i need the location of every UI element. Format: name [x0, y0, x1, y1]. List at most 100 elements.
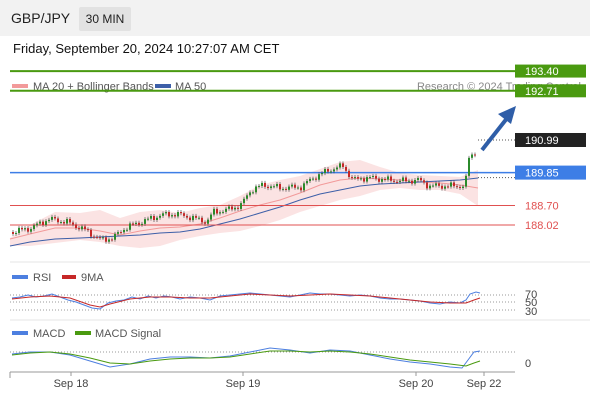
- candle-body: [39, 221, 41, 224]
- candle-body: [453, 182, 455, 187]
- candle-body: [456, 186, 458, 188]
- candle-body: [372, 175, 374, 177]
- candle-body: [15, 232, 17, 234]
- candle-body: [387, 176, 389, 180]
- candle-body: [369, 176, 371, 178]
- candle-body: [60, 222, 62, 224]
- candle-body: [471, 154, 473, 158]
- candle-body: [231, 206, 233, 210]
- candle-body: [153, 215, 155, 220]
- candle-body: [285, 188, 287, 190]
- x-tick-sep18: Sep 18: [54, 378, 89, 390]
- ma50-line: [9, 177, 479, 247]
- candle-body: [159, 215, 161, 218]
- candle-body: [360, 178, 362, 180]
- candle-body: [201, 217, 203, 223]
- x-tick-sep20: Sep 20: [399, 378, 434, 390]
- candle-body: [354, 177, 356, 179]
- candle-body: [213, 208, 215, 215]
- candle-body: [195, 215, 197, 218]
- rsi-ma-legend-swatch: [62, 275, 76, 279]
- candle-body: [411, 180, 413, 184]
- candle-body: [420, 177, 422, 181]
- candle-body: [45, 221, 47, 226]
- candle-body: [327, 168, 329, 172]
- pivot-label-box: [515, 165, 586, 180]
- macd-signal-legend-label: MACD Signal: [95, 328, 161, 340]
- candle-body: [216, 208, 218, 214]
- candle-body: [66, 218, 68, 224]
- candle-body: [162, 213, 164, 216]
- candle-body: [393, 180, 395, 182]
- candle-body: [258, 185, 260, 187]
- candle-body: [108, 239, 110, 242]
- candle-body: [408, 180, 410, 182]
- resistance-label-box: [515, 64, 586, 78]
- candle-body: [57, 218, 59, 223]
- candle-body: [168, 212, 170, 217]
- candle-body: [105, 237, 107, 242]
- candle-body: [303, 183, 305, 191]
- candle-body: [237, 207, 239, 209]
- bollinger-legend-swatch: [12, 84, 28, 88]
- candle-body: [399, 180, 401, 182]
- candle-body: [48, 219, 50, 222]
- macd-signal-line: [11, 350, 481, 367]
- candle-body: [468, 157, 470, 176]
- candle-body: [342, 163, 344, 167]
- candle-body: [261, 182, 263, 186]
- resistance-label: 192.71: [525, 86, 559, 98]
- candle-body: [192, 215, 194, 221]
- candle-body: [438, 183, 440, 186]
- candle-body: [267, 186, 269, 189]
- candle-body: [270, 186, 272, 189]
- candle-body: [141, 223, 143, 225]
- candle-body: [384, 178, 386, 180]
- macd-legend-label: MACD: [33, 328, 65, 340]
- candle-body: [300, 187, 302, 191]
- candle-body: [366, 177, 368, 182]
- candle-body: [78, 228, 80, 230]
- candle-body: [72, 222, 74, 225]
- candle-body: [177, 211, 179, 217]
- x-tick-sep19: Sep 19: [226, 378, 261, 390]
- rsi-legend-label: RSI: [33, 272, 51, 284]
- candle-body: [315, 178, 317, 180]
- candle-body: [363, 178, 365, 182]
- candle-body: [120, 232, 122, 234]
- candle-body: [225, 208, 227, 212]
- candle-body: [12, 232, 14, 234]
- candle-body: [99, 237, 101, 239]
- candle-body: [336, 167, 338, 170]
- candle-body: [207, 219, 209, 224]
- candle-body: [183, 213, 185, 216]
- datetime-label: Friday, September 20, 2024 10:27:07 AM C…: [13, 41, 280, 56]
- candle-body: [102, 237, 104, 239]
- candle-body: [204, 222, 206, 224]
- ma20-line: [9, 177, 479, 240]
- candle-body: [87, 229, 89, 231]
- candle-body: [246, 195, 248, 199]
- candle-body: [42, 221, 44, 226]
- candle-body: [27, 228, 29, 232]
- candle-body: [432, 185, 434, 187]
- candle-body: [63, 222, 65, 224]
- candle-body: [90, 229, 92, 237]
- candle-body: [84, 226, 86, 230]
- candle-body: [123, 229, 125, 233]
- candle-body: [339, 163, 341, 168]
- candle-body: [417, 177, 419, 181]
- candle-body: [441, 185, 443, 189]
- timeframe-button[interactable]: 30 MIN: [79, 7, 131, 31]
- candle-body: [243, 198, 245, 204]
- candle-body: [345, 166, 347, 171]
- candle-body: [165, 212, 167, 214]
- candle-body: [450, 182, 452, 187]
- candle-body: [228, 206, 230, 209]
- candle-body: [378, 178, 380, 182]
- candle-body: [111, 239, 113, 241]
- candle-body: [321, 173, 323, 175]
- symbol-label: GBP/JPY: [11, 10, 71, 26]
- candle-body: [21, 227, 23, 230]
- macd-signal-legend-swatch: [75, 331, 91, 335]
